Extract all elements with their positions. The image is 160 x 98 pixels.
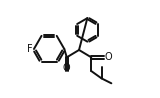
Text: F: F: [27, 44, 32, 54]
Text: O: O: [63, 63, 71, 73]
Text: O: O: [105, 52, 113, 62]
